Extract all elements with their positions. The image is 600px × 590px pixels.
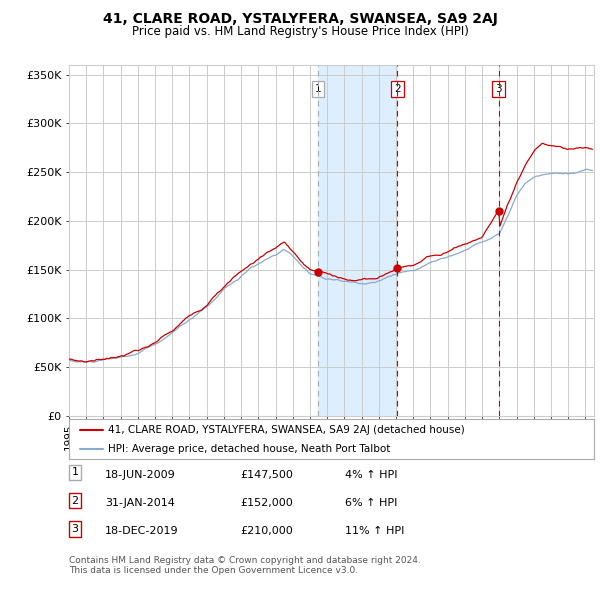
Text: 4% ↑ HPI: 4% ↑ HPI xyxy=(345,470,398,480)
Text: 6% ↑ HPI: 6% ↑ HPI xyxy=(345,498,397,508)
Text: £152,000: £152,000 xyxy=(240,498,293,508)
Bar xyxy=(318,65,397,416)
Text: £147,500: £147,500 xyxy=(240,470,293,480)
Text: 2: 2 xyxy=(71,496,79,506)
Text: HPI: Average price, detached house, Neath Port Talbot: HPI: Average price, detached house, Neat… xyxy=(109,444,391,454)
Text: 11% ↑ HPI: 11% ↑ HPI xyxy=(345,526,404,536)
Text: 41, CLARE ROAD, YSTALYFERA, SWANSEA, SA9 2AJ (detached house): 41, CLARE ROAD, YSTALYFERA, SWANSEA, SA9… xyxy=(109,425,465,435)
Text: 31-JAN-2014: 31-JAN-2014 xyxy=(105,498,175,508)
Text: 18-JUN-2009: 18-JUN-2009 xyxy=(105,470,176,480)
Text: Price paid vs. HM Land Registry's House Price Index (HPI): Price paid vs. HM Land Registry's House … xyxy=(131,25,469,38)
Text: 18-DEC-2019: 18-DEC-2019 xyxy=(105,526,179,536)
Text: 41, CLARE ROAD, YSTALYFERA, SWANSEA, SA9 2AJ: 41, CLARE ROAD, YSTALYFERA, SWANSEA, SA9… xyxy=(103,12,497,26)
Text: 3: 3 xyxy=(496,84,502,94)
Text: 3: 3 xyxy=(71,524,79,534)
Text: This data is licensed under the Open Government Licence v3.0.: This data is licensed under the Open Gov… xyxy=(69,566,358,575)
Text: 1: 1 xyxy=(314,84,321,94)
Text: £210,000: £210,000 xyxy=(240,526,293,536)
Text: 1: 1 xyxy=(71,467,79,477)
Text: 2: 2 xyxy=(394,84,401,94)
Text: Contains HM Land Registry data © Crown copyright and database right 2024.: Contains HM Land Registry data © Crown c… xyxy=(69,556,421,565)
